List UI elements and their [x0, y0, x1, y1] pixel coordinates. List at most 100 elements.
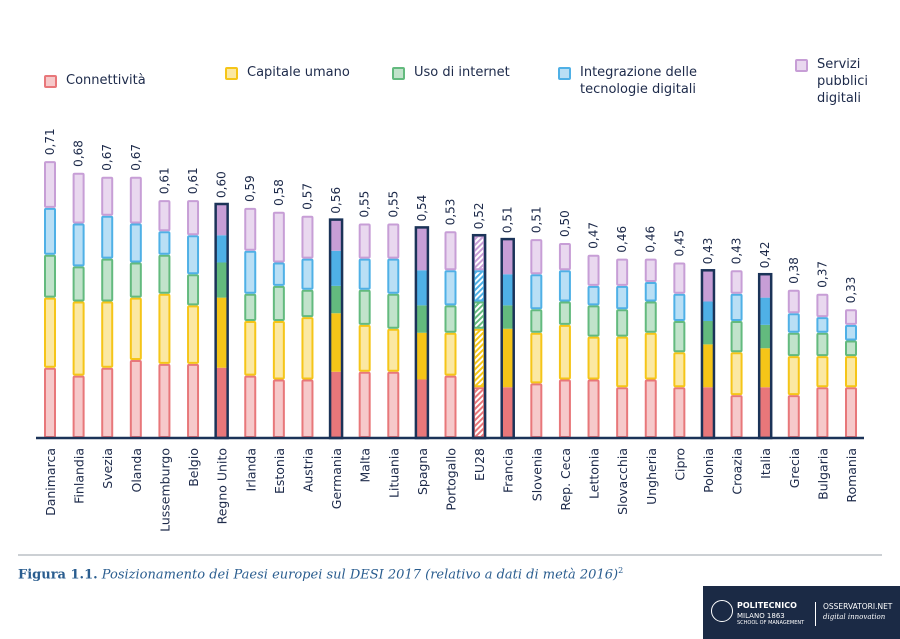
bar-segment — [730, 395, 743, 439]
bar-segment — [272, 321, 285, 380]
total-label: 0,54 — [415, 195, 429, 222]
bar-segment — [330, 250, 343, 286]
bar-segment — [787, 356, 800, 396]
x-tick-label: Lussemburgo — [157, 448, 172, 532]
bar-segment — [616, 336, 629, 388]
bar-segment — [530, 332, 543, 384]
bar-segment — [701, 270, 714, 302]
bar-segment — [44, 161, 56, 208]
bar-segment — [673, 321, 686, 353]
bar-segment — [501, 274, 514, 306]
total-label: 0,55 — [386, 191, 400, 218]
total-label: 0,68 — [72, 140, 86, 167]
bar-segment — [501, 387, 514, 438]
bar-segment — [158, 293, 171, 364]
bar-segment — [187, 305, 200, 364]
logo: POLITECNICO MILANO 1863 SCHOOL OF MANAGE… — [703, 586, 900, 639]
x-tick-label: Polonia — [701, 448, 716, 493]
bar-segment — [501, 239, 514, 275]
bar-segment — [158, 200, 171, 232]
x-tick-label: Italia — [758, 448, 773, 479]
bar-segment — [644, 258, 657, 283]
legend-item: Integrazione delle tecnologie digitali — [558, 64, 740, 98]
bar-segment — [530, 309, 543, 333]
bar-segment — [816, 387, 829, 438]
bar-segment — [158, 231, 171, 255]
total-label: 0,42 — [758, 241, 772, 268]
logo-school: SCHOOL OF MANAGEMENT — [737, 620, 805, 626]
x-tick-label: EU28 — [472, 448, 487, 481]
bar-segment — [72, 223, 85, 267]
bar-segment — [759, 274, 772, 298]
bar-segment — [730, 293, 743, 322]
bar-segment — [272, 379, 285, 438]
bar-segment — [244, 293, 257, 322]
total-label: 0,61 — [186, 167, 200, 194]
x-tick-label: Danimarca — [43, 448, 58, 516]
total-label: 0,51 — [529, 206, 543, 233]
total-label: 0,37 — [815, 261, 829, 288]
legend-swatch — [225, 67, 238, 80]
bar-segment — [129, 262, 142, 298]
bar-segment — [473, 328, 486, 388]
bar-segment — [158, 363, 171, 438]
bar-segment — [845, 387, 857, 438]
legend-item: Capitale umano — [225, 64, 357, 81]
bar-segment — [215, 235, 228, 263]
legend-swatch — [392, 67, 405, 80]
legend-swatch — [795, 59, 808, 72]
bar-segment — [673, 387, 686, 438]
total-label: 0,52 — [472, 202, 486, 229]
bar-segment — [415, 379, 428, 438]
bar-segment — [301, 379, 314, 438]
bar-segment — [44, 297, 56, 368]
total-label: 0,47 — [587, 222, 601, 249]
bar-segment — [72, 266, 85, 302]
bar-segment — [444, 270, 457, 306]
bar-segment — [387, 223, 400, 259]
bar-segment — [616, 309, 629, 337]
bar-segment — [730, 270, 743, 294]
total-label: 0,43 — [701, 238, 715, 265]
bar-segment — [101, 367, 114, 438]
bar-segment — [387, 328, 400, 372]
legend-item: Connettività — [44, 72, 216, 89]
bar-segment — [244, 250, 257, 294]
x-tick-label: Grecia — [787, 448, 802, 488]
bar-segment — [759, 387, 772, 438]
bar-segment — [644, 332, 657, 380]
x-tick-label: Francia — [501, 448, 516, 493]
bar-segment — [301, 289, 314, 318]
bar-segment — [358, 223, 371, 259]
bar-segment — [358, 371, 371, 439]
legend-item: Servizi pubblici digitali — [795, 56, 887, 107]
x-tick-label: Ungheria — [644, 448, 659, 505]
caption-text: Posizionamento dei Paesi europei sul DES… — [101, 567, 619, 583]
x-tick-label: Cipro — [672, 448, 687, 481]
bar-segment — [301, 317, 314, 380]
x-tick-label: Olanda — [129, 448, 144, 493]
bar-segment — [301, 215, 314, 259]
bar-segment — [587, 305, 600, 337]
total-label: 0,55 — [358, 191, 372, 218]
bar-segment — [215, 297, 228, 368]
total-label: 0,45 — [672, 230, 686, 257]
bar-segment — [215, 204, 228, 236]
bar-segment — [673, 262, 686, 294]
bar-segment — [644, 282, 657, 302]
bar-segment — [501, 305, 514, 329]
bar-segment — [272, 285, 285, 321]
bar-segment — [558, 379, 571, 438]
x-tick-label: Portogallo — [444, 448, 459, 511]
x-tick-label: Rep. Ceca — [558, 448, 573, 511]
bar-segment — [187, 274, 200, 306]
bar-segment — [530, 239, 543, 275]
bar-segment — [530, 274, 543, 310]
x-tick-label: Irlanda — [243, 448, 258, 491]
total-label: 0,46 — [615, 226, 629, 253]
bar-segment — [244, 207, 257, 251]
bar-segment — [730, 352, 743, 396]
bar-segment — [444, 231, 457, 271]
bar-segment — [215, 367, 228, 438]
